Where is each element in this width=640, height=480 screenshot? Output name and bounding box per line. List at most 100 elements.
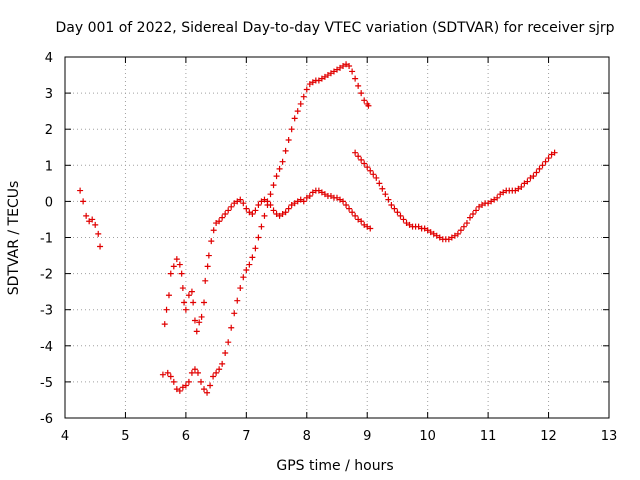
data-point [466, 214, 473, 221]
data-point [521, 180, 528, 187]
data-point [201, 386, 208, 393]
y-tick-label: -1 [40, 232, 53, 247]
data-point [370, 171, 377, 178]
data-point [376, 180, 383, 187]
data-point [210, 227, 217, 234]
data-point [207, 382, 214, 389]
data-point [463, 220, 470, 227]
data-point [352, 149, 359, 156]
data-point [279, 158, 286, 165]
data-point [210, 373, 217, 380]
data-point [273, 211, 280, 218]
data-point [204, 263, 211, 270]
x-tick-label: 5 [121, 429, 129, 444]
data-point [288, 202, 295, 209]
data-point [361, 221, 368, 228]
data-point [518, 183, 525, 190]
data-point [258, 198, 265, 205]
data-point [373, 174, 380, 181]
data-point [365, 102, 372, 109]
data-point [303, 194, 310, 201]
data-point [524, 178, 531, 185]
data-point [391, 205, 398, 212]
grid [64, 56, 610, 419]
data-point [185, 378, 192, 385]
data-point [397, 212, 404, 219]
data-point [191, 317, 198, 324]
data-marks [77, 61, 558, 396]
data-point [321, 73, 328, 80]
data-point [282, 209, 289, 216]
y-tick-label: -3 [40, 304, 53, 319]
series-0 [77, 187, 104, 250]
data-point [213, 369, 220, 376]
data-point [228, 324, 235, 331]
data-point [361, 160, 368, 167]
data-point [400, 216, 407, 223]
data-point [352, 75, 359, 82]
data-point [358, 90, 365, 97]
data-point [291, 200, 298, 207]
data-point [196, 319, 203, 326]
data-point [249, 211, 256, 218]
data-point [346, 63, 353, 70]
data-point [246, 209, 253, 216]
data-point [276, 212, 283, 219]
data-point [533, 169, 540, 176]
data-point [340, 198, 347, 205]
data-point [500, 189, 507, 196]
data-point [394, 209, 401, 216]
data-point [542, 158, 549, 165]
data-point [300, 93, 307, 100]
data-point [279, 211, 286, 218]
data-point [367, 167, 374, 174]
y-tick-label: 3 [45, 87, 53, 102]
data-point [327, 192, 334, 199]
data-point [178, 270, 185, 277]
data-point [167, 373, 174, 380]
data-point [479, 202, 486, 209]
data-point [300, 198, 307, 205]
data-point [77, 187, 84, 194]
data-point [476, 203, 483, 210]
y-tick-label: -2 [40, 268, 53, 283]
data-point [346, 205, 353, 212]
data-point [473, 207, 480, 214]
data-point [427, 229, 434, 236]
data-point [83, 212, 90, 219]
y-tick-label: 4 [45, 51, 53, 66]
data-point [318, 189, 325, 196]
data-point [231, 310, 238, 317]
data-point [80, 198, 87, 205]
plot-frame [64, 56, 610, 419]
data-point [270, 207, 277, 214]
data-point [273, 173, 280, 180]
data-point [485, 200, 492, 207]
data-point [415, 223, 422, 230]
data-point [306, 192, 313, 199]
data-point [219, 360, 226, 367]
data-point [406, 221, 413, 228]
data-point [297, 100, 304, 107]
data-point [222, 350, 229, 357]
data-point [165, 292, 172, 299]
data-point [237, 196, 244, 203]
data-point [234, 198, 241, 205]
data-point [188, 369, 195, 376]
data-point [349, 209, 356, 216]
data-point [433, 232, 440, 239]
series-1 [161, 187, 374, 335]
data-point [367, 225, 374, 232]
x-tick-label: 11 [480, 429, 497, 444]
data-point [201, 299, 208, 306]
x-tick-label: 13 [601, 429, 618, 444]
chart-title: Day 001 of 2022, Sidereal Day-to-day VTE… [55, 20, 614, 36]
data-point [176, 261, 183, 268]
data-point [285, 137, 292, 144]
data-point [343, 202, 350, 209]
data-point [454, 230, 461, 237]
data-point [225, 207, 232, 214]
x-tick-label: 4 [61, 429, 69, 444]
data-point [208, 238, 215, 245]
